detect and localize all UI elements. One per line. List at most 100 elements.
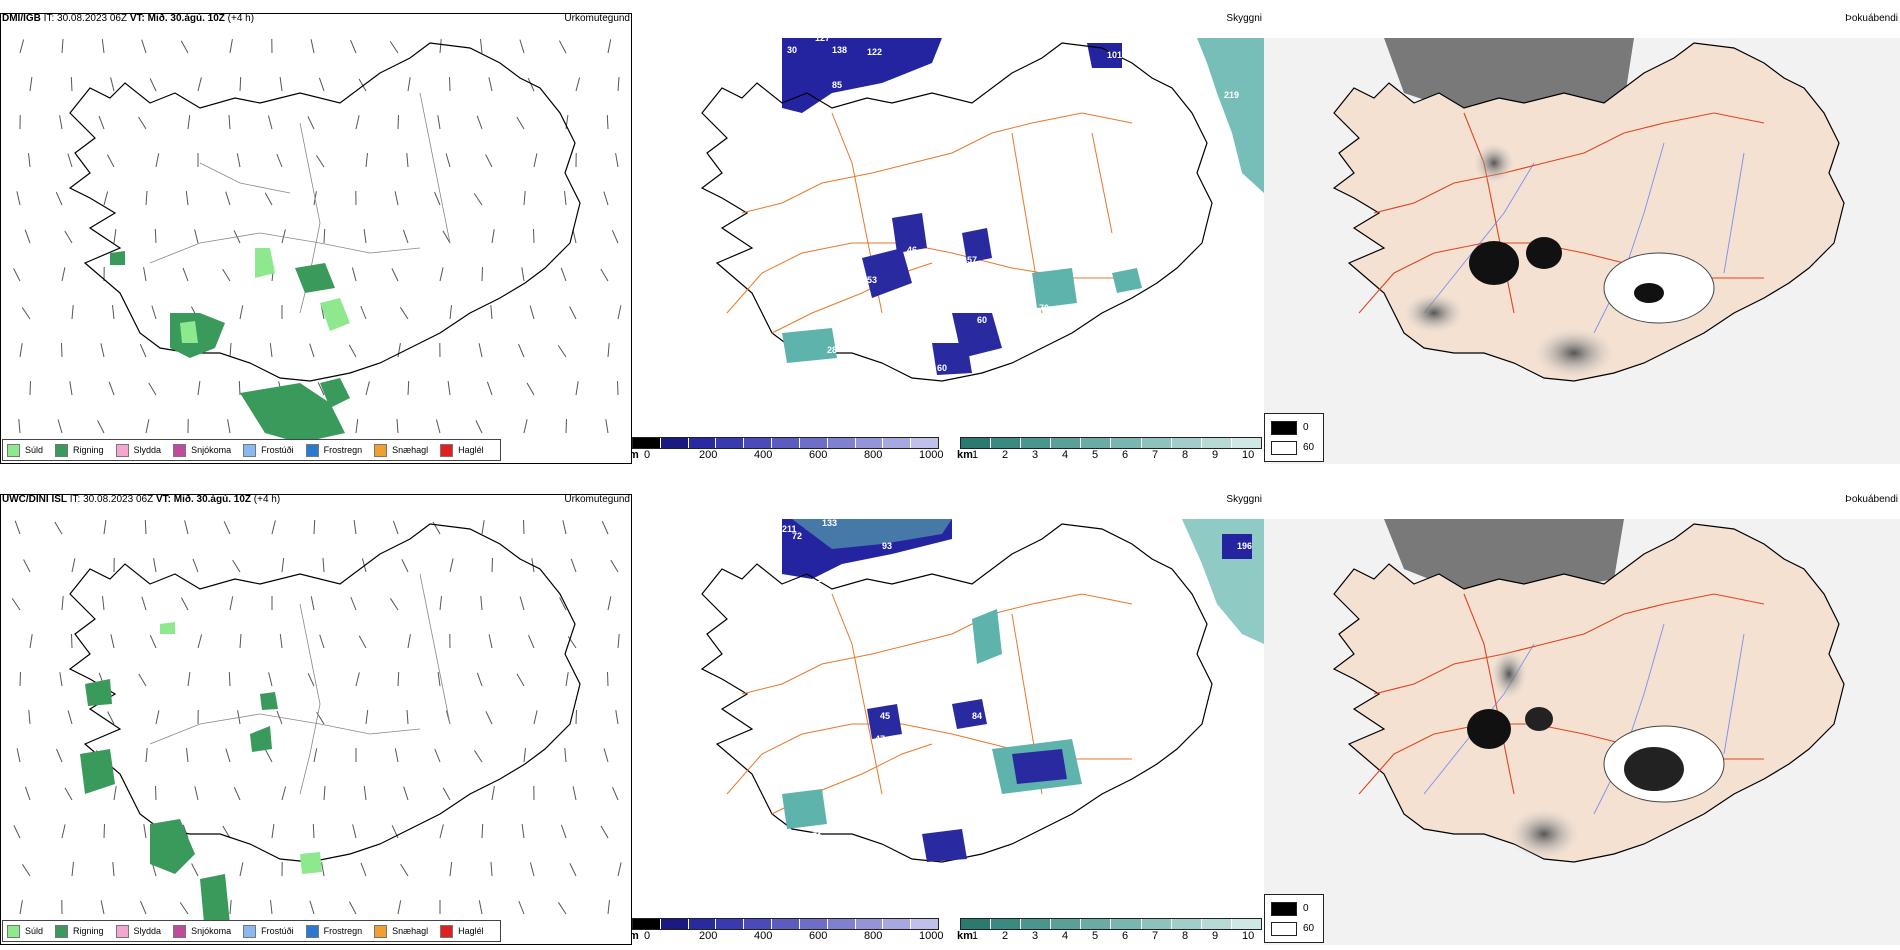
- colorbar-tick: 200: [699, 449, 718, 461]
- colorbar-cell: [688, 438, 717, 448]
- wind-barb: [228, 671, 231, 687]
- legend-swatch: [173, 924, 187, 938]
- wind-barb: [21, 864, 31, 877]
- legend-item-3: Snjókoma: [173, 443, 231, 457]
- precip-map-bottom[interactable]: [0, 494, 632, 945]
- wind-barb: [153, 558, 157, 573]
- wind-barb: [435, 419, 441, 434]
- colorbar-tick: 4: [1062, 930, 1069, 942]
- ceiling-label: 46: [907, 245, 917, 255]
- wind-barb: [478, 900, 483, 915]
- wind-barb: [239, 76, 242, 92]
- legend-item-7: Haglél: [440, 443, 484, 457]
- wind-barb: [516, 116, 525, 130]
- wind-barb: [98, 115, 105, 130]
- wind-barb: [11, 598, 21, 611]
- legend-item-6: Snæhagl: [374, 924, 428, 938]
- wind-barb: [307, 673, 315, 687]
- colorbar-tick: 2: [1002, 449, 1009, 461]
- cloud-map-panel-bottom: Þokuábendi 0 60: [1264, 494, 1900, 945]
- legend-item-4: Frostúði: [243, 443, 294, 457]
- wind-barb: [526, 382, 535, 396]
- cloud-legend-60: 60: [1303, 442, 1315, 453]
- wind-barb: [148, 382, 157, 396]
- wind-barb: [154, 228, 157, 244]
- white-swatch: [1271, 922, 1297, 936]
- wind-barb: [533, 710, 538, 725]
- wind-barb: [518, 900, 525, 915]
- wind-barb: [406, 153, 409, 168]
- ceiling-value-labels: 211 133 72 93 117 196 45 47 84 58 81 99 71 57 39 60: [782, 518, 1252, 878]
- wind-barb: [239, 633, 242, 649]
- wind-barb: [488, 77, 493, 92]
- ceiling-label: 57: [917, 866, 927, 876]
- ceiling-label: 72: [792, 531, 802, 541]
- wind-barb: [401, 559, 409, 573]
- cloud-title: Þokuábendi: [1845, 494, 1898, 505]
- wind-barb: [557, 345, 567, 358]
- colorbar-cell: [1021, 919, 1052, 929]
- wind-barb: [310, 39, 315, 54]
- wind-barb: [529, 305, 535, 320]
- wind-barb: [61, 596, 64, 611]
- wind-barb: [103, 823, 105, 839]
- wind-barb: [267, 115, 273, 130]
- colorbar-cell: [1141, 438, 1172, 448]
- ceiling-label: 99: [1037, 806, 1047, 816]
- colorbar-cell: [883, 438, 912, 448]
- wind-barb: [97, 420, 105, 434]
- wind-barb: [29, 77, 33, 92]
- colorbar-cell: [744, 438, 773, 448]
- ceiling-label: 30: [787, 45, 797, 55]
- wind-barb: [180, 597, 189, 611]
- colorbar-cell: [744, 919, 773, 929]
- wind-barb: [276, 153, 283, 168]
- legend-label: Haglél: [458, 445, 484, 455]
- colorbar-cell: [1231, 919, 1261, 929]
- ceiling-label: 133: [822, 518, 837, 528]
- colorbar-tick: 400: [754, 930, 773, 942]
- wind-barb: [533, 228, 535, 244]
- colorbar-tick: 9: [1212, 449, 1219, 461]
- colorbar-unit: km: [957, 930, 973, 942]
- colorbar-cell: [1171, 438, 1202, 448]
- wind-barb: [355, 115, 360, 130]
- wind-barb: [107, 711, 115, 725]
- cloud-map-bottom[interactable]: [1264, 494, 1900, 945]
- wind-barb: [348, 344, 357, 358]
- wind-barb: [447, 381, 451, 396]
- wind-barb: [19, 900, 23, 915]
- colorbar-cell: [961, 438, 992, 448]
- wind-barb: [449, 76, 451, 92]
- wind-barb: [612, 786, 619, 801]
- wind-barb: [617, 862, 622, 877]
- wind-barb: [600, 268, 609, 282]
- wind-barb: [449, 862, 453, 877]
- wind-barb: [71, 305, 74, 320]
- colorbar-tick: 0: [644, 930, 651, 942]
- wind-barb: [232, 559, 241, 573]
- wind-barb: [197, 77, 202, 92]
- wind-barb: [601, 520, 609, 535]
- ceiling-label: 211: [782, 524, 797, 534]
- wind-barb: [106, 154, 115, 168]
- precip-map-top[interactable]: [0, 13, 632, 464]
- cloud-map-top[interactable]: [1264, 13, 1900, 464]
- colorbar-cell: [1021, 438, 1052, 448]
- wind-barb: [350, 39, 357, 54]
- colorbar-tick: 4: [1062, 449, 1069, 461]
- cloud-legend-top: 0 60: [1264, 413, 1324, 462]
- wind-barb: [184, 520, 189, 535]
- wind-barb: [491, 557, 493, 573]
- wind-barb: [523, 519, 525, 535]
- map-header: UWC/DINI ISL IT: 30.08.2023 06Z VT: Mið.…: [2, 494, 280, 505]
- wind-barb: [16, 191, 21, 206]
- wind-barb: [180, 40, 189, 54]
- wind-barb: [140, 900, 147, 915]
- iceland-coastline: [68, 42, 581, 382]
- colorbar-tick: 0: [644, 449, 651, 461]
- wind-barb: [182, 267, 189, 282]
- wind-barb: [13, 825, 21, 839]
